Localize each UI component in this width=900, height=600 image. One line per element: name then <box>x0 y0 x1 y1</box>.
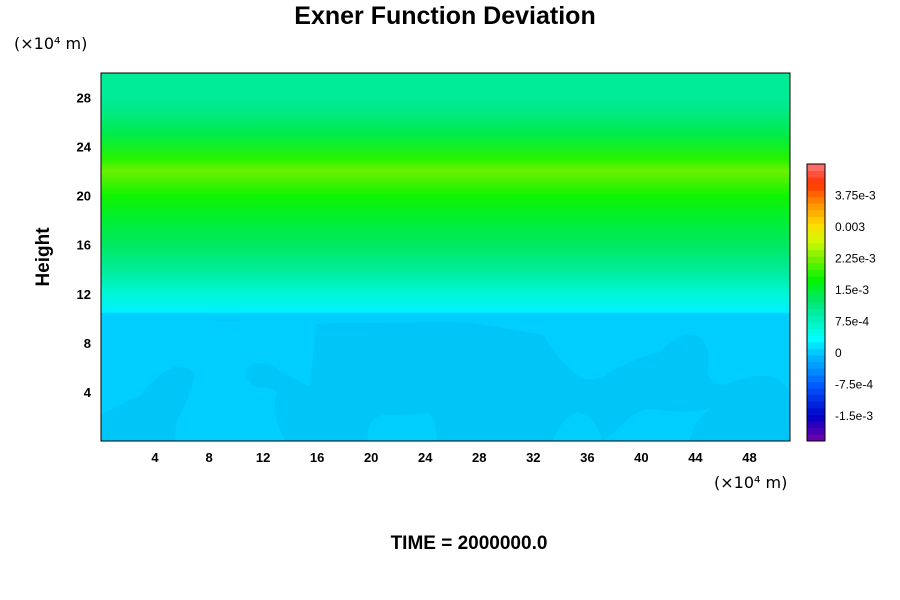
colorbar-segment <box>807 394 825 402</box>
colorbar-segment <box>807 190 825 198</box>
y-axis-unit: (×10⁴ m) <box>14 34 87 53</box>
colorbar-tick-label: 1.5e-3 <box>835 283 869 297</box>
colorbar-segment <box>807 229 825 237</box>
colorbar-segment <box>807 256 825 264</box>
colorbar-segment <box>807 269 825 277</box>
colorbar-tick-label: 2.25e-3 <box>835 251 876 265</box>
y-tick-label: 28 <box>77 91 91 106</box>
colorbar-segment <box>807 381 825 389</box>
colorbar-segment <box>807 322 825 330</box>
x-tick-label: 12 <box>256 450 270 465</box>
y-tick-label: 20 <box>77 189 91 204</box>
colorbar-segment <box>807 164 825 171</box>
y-tick-label: 8 <box>84 336 91 351</box>
y-tick-label: 24 <box>77 140 92 155</box>
x-tick-label: 8 <box>205 450 212 465</box>
colorbar-segment <box>807 216 825 224</box>
x-tick-label: 24 <box>418 450 433 465</box>
colorbar-segment <box>807 335 825 343</box>
colorbar-segment <box>807 401 825 409</box>
colorbar-segment <box>807 408 825 415</box>
colorbar-tick-label: 0 <box>835 346 842 360</box>
colorbar-segment <box>807 309 825 316</box>
colorbar-segment <box>807 210 825 218</box>
colorbar-segment <box>807 342 825 349</box>
x-tick-label: 40 <box>634 450 648 465</box>
colorbar-segment <box>807 434 825 442</box>
x-tick-labels: 4 8 12 16 20 24 28 32 36 40 44 48 <box>151 450 756 465</box>
colorbar <box>806 163 826 442</box>
colorbar-segment <box>807 368 825 376</box>
colorbar-tick-labels: 3.75e-3 0.003 2.25e-3 1.5e-3 7.5e-4 0 -7.5e-4 -… <box>835 188 876 422</box>
colorbar-segment <box>807 348 825 356</box>
y-tick-label: 4 <box>84 385 92 400</box>
colorbar-segment <box>807 388 825 396</box>
y-tick-label: 12 <box>77 287 91 302</box>
y-tick-labels: 4 8 12 16 20 24 28 <box>77 91 92 400</box>
darker-contour-region <box>246 322 790 441</box>
colorbar-segment <box>807 355 825 363</box>
colorbar-tick-label: 3.75e-3 <box>835 188 876 202</box>
colorbar-segment <box>807 421 825 429</box>
colorbar-segment <box>807 243 825 251</box>
colorbar-segment <box>807 427 825 435</box>
colorbar-segment <box>807 276 825 284</box>
colorbar-tick-label: -1.5e-3 <box>835 409 873 423</box>
colorbar-segment <box>807 295 825 303</box>
x-tick-label: 4 <box>151 450 159 465</box>
colorbar-segment <box>807 282 825 290</box>
colorbar-segment <box>807 223 825 231</box>
colorbar-tick-label: -7.5e-4 <box>835 377 873 391</box>
x-tick-label: 44 <box>688 450 703 465</box>
colorbar-segment <box>807 414 825 422</box>
x-tick-label: 36 <box>580 450 594 465</box>
x-tick-label: 32 <box>526 450 540 465</box>
x-tick-label: 28 <box>472 450 486 465</box>
y-axis-label: Height <box>33 227 54 287</box>
colorbar-tick-label: 0.003 <box>835 220 865 234</box>
colorbar-segment <box>807 203 825 211</box>
small-contour-sliver <box>205 318 240 322</box>
colorbar-segment <box>807 177 825 185</box>
colorbar-frame <box>806 163 826 442</box>
plot-frame <box>100 72 791 442</box>
chart-title: Exner Function Deviation <box>294 2 595 30</box>
colorbar-segment <box>807 249 825 257</box>
time-label: TIME = 2000000.0 <box>391 533 548 554</box>
colorbar-segment <box>807 262 825 270</box>
colorbar-segment <box>807 302 825 310</box>
colorbar-segment <box>807 315 825 323</box>
colorbar-segment <box>807 375 825 382</box>
x-tick-label: 20 <box>364 450 378 465</box>
x-tick-label: 48 <box>742 450 756 465</box>
colorbar-segment <box>807 170 825 178</box>
colorbar-segment <box>807 289 825 297</box>
colorbar-segment <box>807 236 825 244</box>
colorbar-segment <box>807 196 825 204</box>
x-tick-label: 16 <box>310 450 324 465</box>
heatmap-field <box>101 73 790 441</box>
colorbar-tick-label: 7.5e-4 <box>835 314 869 328</box>
colorbar-segment <box>807 328 825 336</box>
lighter-contour-patch <box>367 414 437 441</box>
colorbar-segment <box>807 183 825 191</box>
darker-contour-region <box>101 366 194 441</box>
lighter-contour-patch <box>553 412 602 441</box>
colorbar-segment <box>807 361 825 369</box>
x-axis-unit: (×10⁴ m) <box>714 473 787 492</box>
y-tick-label: 16 <box>77 238 91 253</box>
